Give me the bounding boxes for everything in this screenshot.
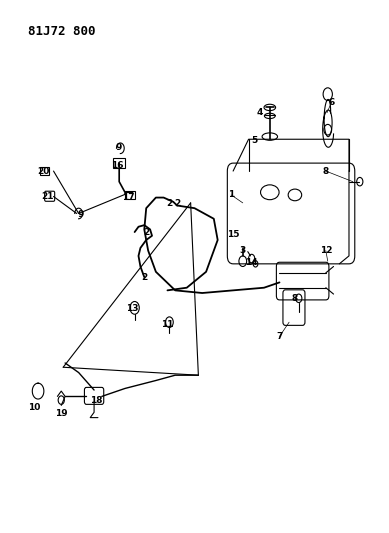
Text: 16: 16	[111, 161, 123, 170]
Text: 2: 2	[141, 272, 147, 281]
Text: 6: 6	[328, 98, 335, 107]
Text: 18: 18	[90, 395, 102, 405]
Bar	[40, 167, 49, 175]
Text: 2: 2	[143, 228, 149, 237]
Text: 2: 2	[174, 199, 180, 208]
Text: 14: 14	[245, 258, 258, 266]
Text: 12: 12	[320, 246, 332, 255]
Text: 2: 2	[166, 199, 172, 208]
Bar	[125, 191, 135, 199]
Text: 10: 10	[28, 402, 40, 411]
Text: 9: 9	[77, 210, 84, 219]
Text: 1: 1	[228, 190, 234, 199]
Text: 19: 19	[55, 409, 68, 418]
Text: 7: 7	[276, 332, 283, 341]
Bar	[113, 158, 125, 168]
Text: 8: 8	[292, 294, 298, 303]
Text: 13: 13	[126, 304, 139, 313]
Text: 20: 20	[38, 166, 50, 175]
Text: 9: 9	[116, 143, 123, 152]
Text: 15: 15	[227, 230, 239, 239]
Text: 81J72 800: 81J72 800	[28, 25, 96, 38]
Text: 3: 3	[240, 246, 246, 255]
Text: 8: 8	[323, 166, 329, 175]
Text: 5: 5	[251, 136, 258, 145]
Text: 11: 11	[161, 320, 174, 329]
Text: 21: 21	[42, 192, 54, 201]
Text: 4: 4	[257, 108, 263, 117]
Text: 17: 17	[123, 193, 135, 202]
